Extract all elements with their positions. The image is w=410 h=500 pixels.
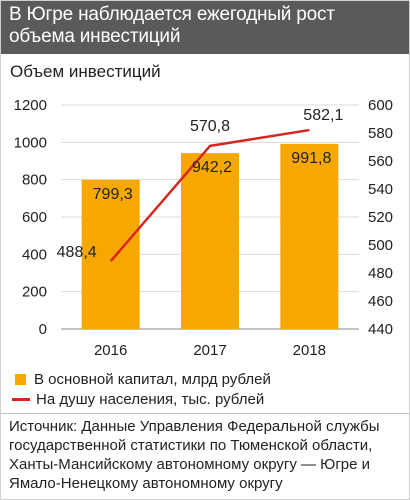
legend: В основной капитал, млрд рублей На душу …	[12, 369, 271, 409]
bar-series	[81, 143, 339, 329]
left-tick-label: 400	[22, 246, 47, 263]
x-axis-ticks: 2016 2017 2018	[94, 342, 326, 359]
bar-data-label: 991,8	[291, 150, 331, 167]
right-tick-label: 560	[368, 153, 393, 170]
right-tick-label: 520	[368, 209, 393, 226]
bar	[181, 153, 239, 329]
right-tick-label: 600	[368, 97, 393, 114]
right-axis-ticks: 440 460 480 500 520 540 560 580 600	[368, 97, 393, 338]
right-tick-label: 440	[368, 321, 393, 338]
left-tick-label: 1000	[14, 134, 47, 151]
line-data-label: 488,4	[57, 244, 97, 261]
legend-label-line: На душу населения, тыс. рублей	[36, 390, 265, 408]
legend-item-line: На душу населения, тыс. рублей	[12, 389, 271, 409]
bar-data-label: 799,3	[93, 186, 133, 203]
line-data-label: 582,1	[303, 107, 343, 124]
bar	[280, 143, 339, 329]
source-note: Источник: Данные Управления Федеральной …	[9, 418, 380, 492]
left-tick-label: 600	[22, 209, 47, 226]
legend-swatch-line	[12, 397, 30, 401]
bar	[81, 179, 140, 329]
right-tick-label: 540	[368, 181, 393, 198]
right-tick-label: 580	[368, 125, 393, 142]
bar-data-label: 942,2	[192, 159, 232, 176]
line-data-label: 570,8	[190, 118, 230, 135]
legend-item-bar: В основной капитал, млрд рублей	[15, 369, 271, 389]
x-tick-label: 2018	[293, 342, 326, 359]
right-tick-label: 480	[368, 265, 393, 282]
x-tick-label: 2017	[193, 342, 226, 359]
left-tick-label: 200	[22, 284, 47, 301]
legend-label-bar: В основной капитал, млрд рублей	[34, 370, 271, 388]
left-tick-label: 0	[39, 321, 47, 338]
legend-swatch-bar	[15, 373, 26, 385]
left-axis-ticks: 0 200 400 600 800 1000 1200	[14, 97, 47, 338]
series-line	[109, 128, 310, 263]
combo-chart: 0 200 400 600 800 1000 1200 440 460 480 500 520 540…	[14, 97, 393, 359]
left-tick-label: 1200	[14, 97, 47, 114]
right-tick-label: 500	[368, 237, 393, 254]
right-tick-label: 460	[368, 293, 393, 310]
line-series	[109, 128, 310, 263]
left-tick-label: 800	[22, 172, 47, 189]
chart-subtitle: Объем инвестиций	[10, 62, 161, 81]
divider	[1, 413, 409, 414]
data-labels: 799,3 942,2 991,8 488,4 570,8 582,1	[57, 107, 344, 261]
page-title: В Югре наблюдается ежегодный рост объема…	[1, 1, 409, 54]
x-tick-label: 2016	[94, 342, 127, 359]
